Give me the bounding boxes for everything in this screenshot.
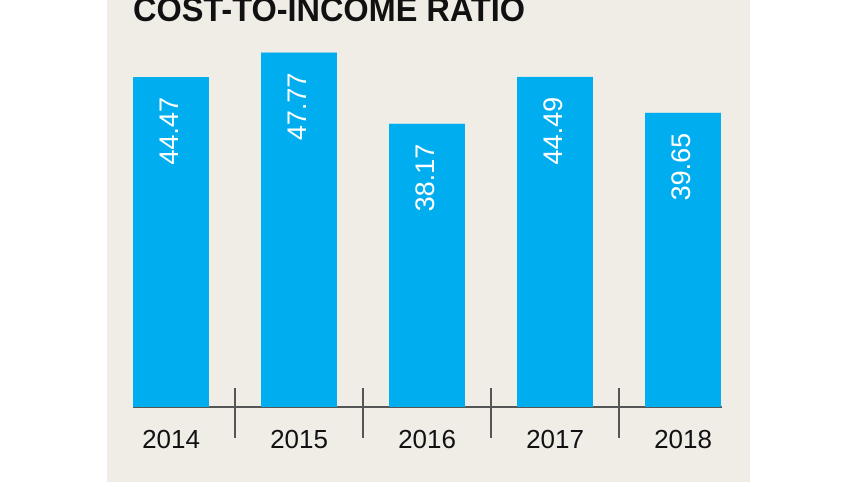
bar bbox=[389, 123, 465, 408]
bar bbox=[645, 112, 721, 407]
chart-title: COST-TO-INCOME RATIO bbox=[133, 0, 525, 29]
bar bbox=[261, 52, 337, 407]
bar bbox=[133, 77, 209, 408]
x-tick-label: 2014 bbox=[142, 424, 200, 454]
x-tick-label: 2015 bbox=[270, 424, 328, 454]
bar bbox=[517, 76, 593, 407]
value-label: 44.47 bbox=[154, 97, 184, 165]
value-label: 39.65 bbox=[666, 133, 696, 201]
value-label: 38.17 bbox=[410, 144, 440, 212]
x-tick-label: 2017 bbox=[526, 424, 584, 454]
value-label: 44.49 bbox=[538, 97, 568, 165]
x-tick-label: 2018 bbox=[654, 424, 712, 454]
value-label: 47.77 bbox=[282, 73, 312, 141]
x-tick-label: 2016 bbox=[398, 424, 456, 454]
